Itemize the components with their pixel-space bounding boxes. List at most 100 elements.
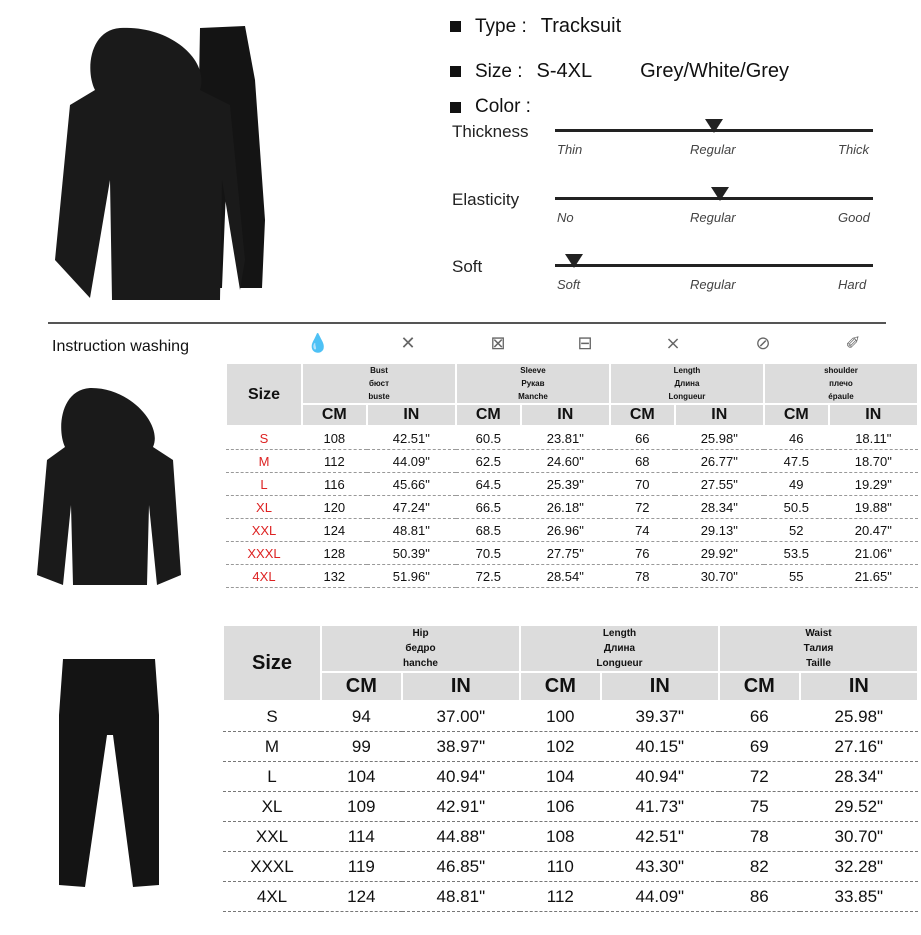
low-iron-icon: ⨯ xyxy=(665,333,681,353)
value-cell: 30.70" xyxy=(799,821,918,852)
size-cell: XXL xyxy=(226,518,302,542)
value-cell: 27.75" xyxy=(520,541,610,565)
value-cell: 82 xyxy=(718,851,800,882)
value-cell: 76 xyxy=(609,541,675,565)
value-cell: 18.11" xyxy=(828,426,918,450)
scale-tick: Regular xyxy=(690,210,736,225)
value-cell: 108 xyxy=(519,821,601,852)
no-dry-clean-icon: ⊘ xyxy=(755,333,771,353)
table-row: XXXL 119 46.85" 110 43.30" 82 32.28" xyxy=(223,851,918,882)
bullet-icon xyxy=(450,21,461,32)
value-cell: 72 xyxy=(718,761,800,792)
unit-header: IN xyxy=(599,671,720,702)
group-header-line: buste xyxy=(368,392,390,401)
color-label: Color : xyxy=(475,96,531,117)
value-cell: 128 xyxy=(302,541,367,565)
group-header-line: hanche xyxy=(402,658,438,669)
size-header: Size xyxy=(222,624,322,702)
size-value: S-4XL xyxy=(536,60,593,82)
group-header-line: Hip xyxy=(412,628,429,639)
group-header-line: Longueur xyxy=(668,392,706,401)
bullet-icon xyxy=(450,101,461,113)
group-header-line: Длина xyxy=(603,643,636,654)
group-header-line: Taille xyxy=(806,658,831,669)
value-cell: 42.51" xyxy=(600,821,719,852)
unit-header: CM xyxy=(320,671,403,702)
group-header-line: shoulder xyxy=(824,366,858,375)
value-cell: 25.98" xyxy=(674,426,764,450)
value-cell: 72 xyxy=(609,495,675,519)
divider xyxy=(48,322,886,324)
group-header-row: Size Hip бедро hanche Length Длина Longueur Wai… xyxy=(222,624,920,702)
bottom-size-table: Size Hip бедро hanche Length Длина Longueur Wai… xyxy=(222,624,920,912)
value-cell: 70.5 xyxy=(455,541,521,565)
washing-title: Instruction washing xyxy=(52,338,189,355)
value-cell: 42.91" xyxy=(401,791,520,822)
value-cell: 37.00" xyxy=(401,701,520,732)
value-cell: 132 xyxy=(302,564,367,588)
group-header-line: бюст xyxy=(368,379,390,388)
value-cell: 41.73" xyxy=(600,791,719,822)
hand-wash-icon: 💧 xyxy=(306,333,330,353)
colors-value: Grey/White/Grey xyxy=(640,60,790,82)
value-cell: 66 xyxy=(718,701,800,732)
value-cell: 19.88" xyxy=(828,495,918,519)
unit-header: IN xyxy=(365,403,457,427)
scale-tick: Thick xyxy=(838,142,870,157)
group-header-line: Waist xyxy=(805,628,832,639)
size-cell: 4XL xyxy=(226,564,302,588)
table-row: XL 109 42.91" 106 41.73" 75 29.52" xyxy=(223,791,918,822)
value-cell: 47.5 xyxy=(763,449,829,473)
value-cell: 46.85" xyxy=(401,851,520,882)
value-cell: 64.5 xyxy=(455,472,521,496)
unit-header: IN xyxy=(827,403,920,427)
value-cell: 102 xyxy=(519,731,601,762)
value-cell: 50.5 xyxy=(763,495,829,519)
value-cell: 68 xyxy=(609,449,675,473)
value-cell: 21.65" xyxy=(828,564,918,588)
value-cell: 32.28" xyxy=(799,851,918,882)
group-header-line: Longueur xyxy=(596,658,643,669)
scale-tick: Hard xyxy=(838,277,867,292)
spec-type: Type : Tracksuit xyxy=(450,15,621,38)
value-cell: 106 xyxy=(519,791,601,822)
unit-header: CM xyxy=(717,671,801,702)
table-row: L 104 40.94" 104 40.94" 72 28.34" xyxy=(223,761,918,792)
unit-header-row: CM IN CM IN CM IN CM IN xyxy=(226,403,920,427)
table-row: L 116 45.66" 64.5 25.39" 70 27.55" 49 19.29" xyxy=(226,472,918,496)
value-cell: 104 xyxy=(519,761,601,792)
value-cell: 29.52" xyxy=(799,791,918,822)
size-cell: 4XL xyxy=(223,881,321,912)
scale-tick: No xyxy=(557,210,574,225)
value-cell: 94 xyxy=(321,701,402,732)
table-row: XXL 114 44.88" 108 42.51" 78 30.70" xyxy=(223,821,918,852)
value-cell: 29.13" xyxy=(674,518,764,542)
group-header: Waist Талия Taille xyxy=(717,624,920,673)
value-cell: 124 xyxy=(302,518,367,542)
value-cell: 39.37" xyxy=(600,701,719,732)
size-cell: M xyxy=(223,731,321,762)
scale-label-soft: Soft xyxy=(452,257,483,276)
value-cell: 124 xyxy=(321,881,402,912)
size-label: Size : xyxy=(475,60,523,82)
value-cell: 24.60" xyxy=(520,449,610,473)
hoodie-image xyxy=(37,387,181,585)
size-cell: S xyxy=(223,701,321,732)
unit-header: CM xyxy=(518,671,602,702)
size-cell: XL xyxy=(223,791,321,822)
group-header: shoulder плечо épaule xyxy=(762,362,920,405)
value-cell: 26.77" xyxy=(674,449,764,473)
scale-tick: Soft xyxy=(557,277,581,292)
group-header-line: плечо xyxy=(829,379,853,388)
value-cell: 48.81" xyxy=(401,881,520,912)
scale-line xyxy=(555,264,873,267)
table-row: XL 120 47.24" 66.5 26.18" 72 28.34" 50.5 19.88" xyxy=(226,495,918,519)
group-header-line: Талия xyxy=(803,643,834,654)
value-cell: 19.29" xyxy=(828,472,918,496)
table-row: XXXL 128 50.39" 70.5 27.75" 76 29.92" 53.5 21.06… xyxy=(226,541,918,565)
value-cell: 60.5 xyxy=(455,426,521,450)
value-cell: 70 xyxy=(609,472,675,496)
value-cell: 66 xyxy=(609,426,675,450)
value-cell: 100 xyxy=(519,701,601,732)
scale-tick: Regular xyxy=(690,277,736,292)
